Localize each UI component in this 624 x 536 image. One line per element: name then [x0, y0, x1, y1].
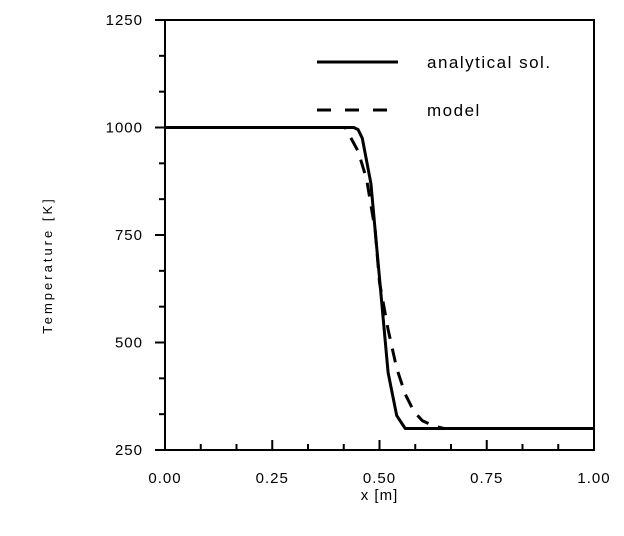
y-tick-label: 750: [115, 227, 143, 244]
series-layer: [165, 126, 594, 430]
x-tick-label: 1.00: [577, 470, 610, 487]
y-axis-title: Temperature [K]: [40, 196, 55, 334]
y-tick-label: 500: [115, 335, 143, 352]
x-axis-ticks: 0.00 0.25 0.50 0.75 1.00: [148, 440, 610, 487]
y-tick-label: 1000: [106, 120, 143, 137]
y-tick-label: 250: [115, 442, 143, 459]
x-tick-label: 0.50: [363, 470, 396, 487]
x-tick-label: 0.00: [148, 470, 181, 487]
x-tick-label: 0.75: [470, 470, 503, 487]
x-axis-title: x [m]: [361, 487, 399, 504]
y-tick-label: 1250: [106, 12, 143, 29]
legend-label: analytical sol.: [427, 53, 552, 72]
plot-border: [164, 19, 595, 451]
legend-label: model: [427, 101, 481, 120]
legend: analytical sol. model: [317, 53, 552, 120]
series-line-model: [165, 126, 594, 430]
y-axis-ticks: 250 500 750 1000 1250: [106, 12, 165, 459]
x-tick-label: 0.25: [256, 470, 289, 487]
plot-frame: [164, 19, 595, 451]
